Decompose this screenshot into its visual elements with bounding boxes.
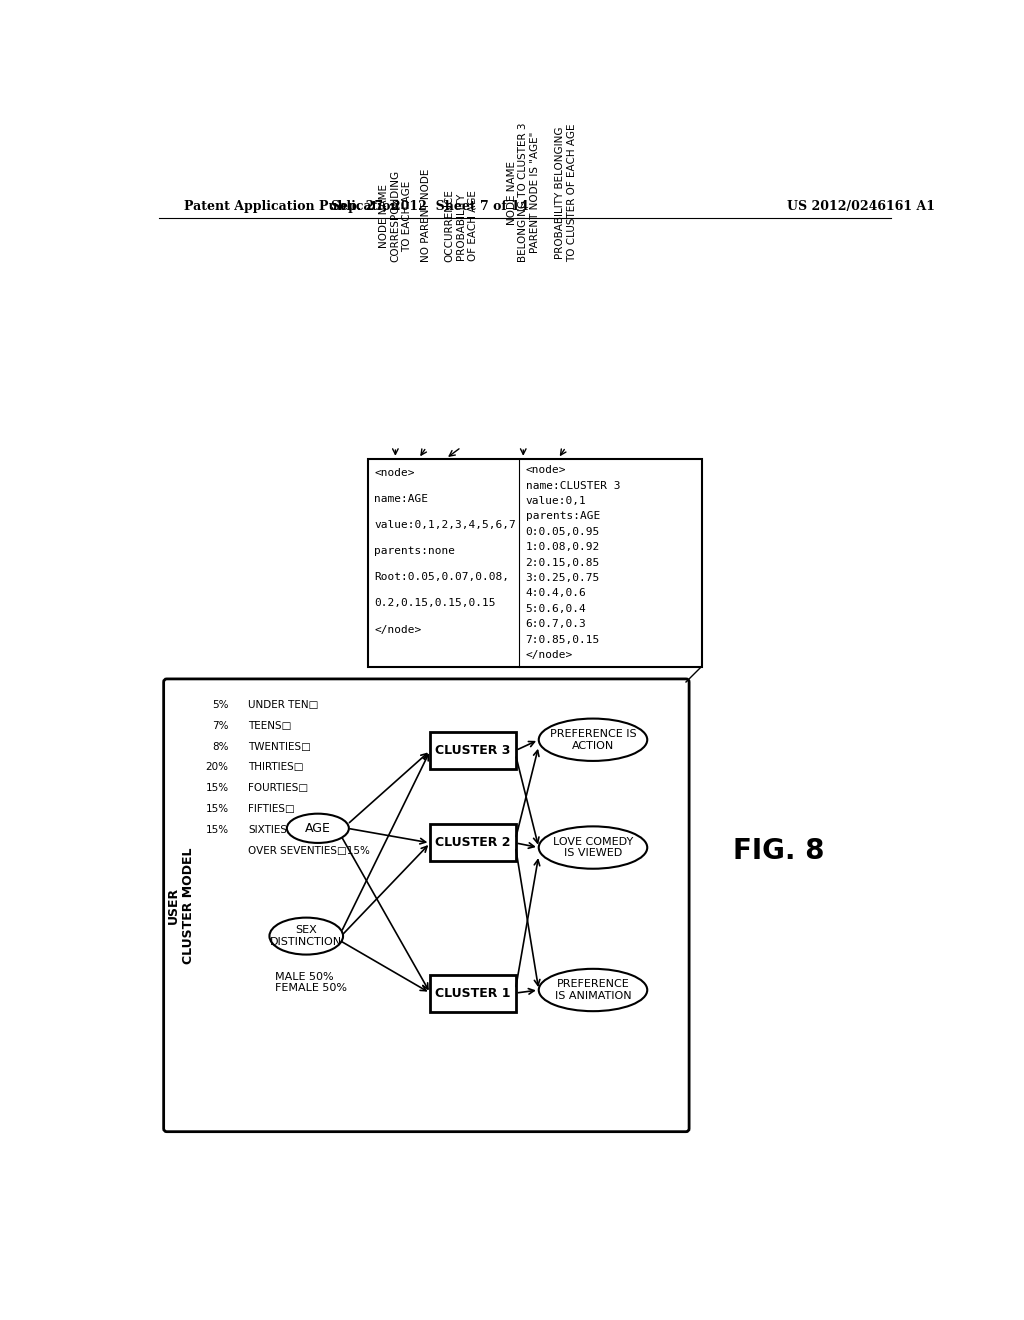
- Ellipse shape: [539, 826, 647, 869]
- Text: PREFERENCE
IS ANIMATION: PREFERENCE IS ANIMATION: [555, 979, 632, 1001]
- Text: value:0,1: value:0,1: [525, 496, 587, 506]
- Text: </node>: </node>: [525, 649, 572, 660]
- Text: CLUSTER 3: CLUSTER 3: [435, 744, 511, 758]
- Text: USER
CLUSTER MODEL: USER CLUSTER MODEL: [167, 847, 195, 964]
- Text: CLUSTER 2: CLUSTER 2: [435, 837, 511, 850]
- Text: 3:0.25,0.75: 3:0.25,0.75: [525, 573, 600, 583]
- Text: AGE: AGE: [305, 822, 331, 834]
- Text: 6:0.7,0.3: 6:0.7,0.3: [525, 619, 587, 630]
- Ellipse shape: [539, 718, 647, 760]
- Text: FIFTIES□: FIFTIES□: [248, 804, 295, 814]
- Text: TWENTIES□: TWENTIES□: [248, 742, 311, 751]
- FancyBboxPatch shape: [369, 459, 701, 667]
- Text: SIXTIES□: SIXTIES□: [248, 825, 297, 834]
- Text: 20%: 20%: [206, 763, 228, 772]
- Text: 5:0.6,0.4: 5:0.6,0.4: [525, 603, 587, 614]
- Text: </node>: </node>: [375, 624, 422, 635]
- Text: CLUSTER 1: CLUSTER 1: [435, 986, 511, 999]
- FancyBboxPatch shape: [430, 974, 515, 1011]
- Text: MALE 50%
FEMALE 50%: MALE 50% FEMALE 50%: [275, 972, 347, 993]
- FancyBboxPatch shape: [164, 678, 689, 1131]
- Text: 8%: 8%: [212, 742, 228, 751]
- Text: US 2012/0246161 A1: US 2012/0246161 A1: [786, 199, 935, 213]
- Text: OVER SEVENTIES□15%: OVER SEVENTIES□15%: [248, 846, 370, 855]
- Text: <node>: <node>: [375, 467, 415, 478]
- Text: parents:AGE: parents:AGE: [525, 511, 600, 521]
- Text: FOURTIES□: FOURTIES□: [248, 783, 308, 793]
- Text: 0.2,0.15,0.15,0.15: 0.2,0.15,0.15,0.15: [375, 598, 496, 609]
- Text: 15%: 15%: [206, 825, 228, 834]
- Text: 4:0.4,0.6: 4:0.4,0.6: [525, 589, 587, 598]
- Text: 7:0.85,0.15: 7:0.85,0.15: [525, 635, 600, 644]
- Text: SEX
DISTINCTION: SEX DISTINCTION: [270, 925, 342, 946]
- Text: PREFERENCE IS
ACTION: PREFERENCE IS ACTION: [550, 729, 636, 751]
- Ellipse shape: [269, 917, 343, 954]
- Text: 15%: 15%: [206, 783, 228, 793]
- Text: 15%: 15%: [206, 804, 228, 814]
- Text: <node>: <node>: [525, 465, 566, 475]
- Text: 0:0.05,0.95: 0:0.05,0.95: [525, 527, 600, 537]
- Text: name:AGE: name:AGE: [375, 494, 428, 504]
- Text: FIG. 8: FIG. 8: [733, 837, 824, 866]
- Text: Root:0.05,0.07,0.08,: Root:0.05,0.07,0.08,: [375, 573, 510, 582]
- Text: 2:0.15,0.85: 2:0.15,0.85: [525, 557, 600, 568]
- Text: OCCURRENCE
PROBABILITY
OF EACH AGE: OCCURRENCE PROBABILITY OF EACH AGE: [444, 190, 478, 263]
- FancyBboxPatch shape: [430, 825, 515, 862]
- Text: UNDER TEN□: UNDER TEN□: [248, 700, 318, 710]
- Text: NO PARENT NODE: NO PARENT NODE: [421, 169, 431, 263]
- Text: 1:0.08,0.92: 1:0.08,0.92: [525, 543, 600, 552]
- Text: PROBABILITY BELONGING
TO CLUSTER OF EACH AGE: PROBABILITY BELONGING TO CLUSTER OF EACH…: [555, 124, 577, 263]
- Ellipse shape: [539, 969, 647, 1011]
- Text: name:CLUSTER 3: name:CLUSTER 3: [525, 480, 621, 491]
- Text: value:0,1,2,3,4,5,6,7: value:0,1,2,3,4,5,6,7: [375, 520, 516, 529]
- FancyBboxPatch shape: [430, 733, 515, 770]
- Text: LOVE COMEDY
IS VIEWED: LOVE COMEDY IS VIEWED: [553, 837, 633, 858]
- Text: NODE NAME
CORRESPONDING
TO EACH AGE: NODE NAME CORRESPONDING TO EACH AGE: [379, 170, 412, 263]
- Text: 5%: 5%: [212, 700, 228, 710]
- Text: Patent Application Publication: Patent Application Publication: [183, 199, 399, 213]
- Text: parents:none: parents:none: [375, 546, 456, 556]
- Text: 7%: 7%: [212, 721, 228, 731]
- Text: NODE NAME
BELONGING TO CLUSTER 3
PARENT NODE IS "AGE": NODE NAME BELONGING TO CLUSTER 3 PARENT …: [507, 123, 540, 263]
- Text: Sep. 27, 2012  Sheet 7 of 14: Sep. 27, 2012 Sheet 7 of 14: [332, 199, 529, 213]
- Ellipse shape: [287, 813, 349, 843]
- Text: TEENS□: TEENS□: [248, 721, 292, 731]
- Text: THIRTIES□: THIRTIES□: [248, 763, 304, 772]
